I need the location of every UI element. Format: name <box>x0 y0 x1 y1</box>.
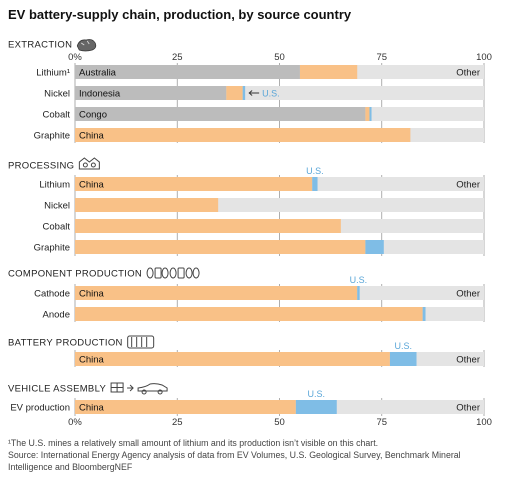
section-battery-production: BATTERY PRODUCTION China Other U.S. <box>8 335 484 366</box>
section-processing: PROCESSING Lithium China Other U.S. Nickel Cob… <box>8 157 484 254</box>
bar-us <box>422 307 426 321</box>
bar-china <box>226 86 243 100</box>
bottom-axis: 0% 25 50 75 100 <box>68 417 492 428</box>
us-label: U.S. <box>306 166 324 176</box>
section-extraction: EXTRACTION Lithium¹ Australia Other Nickel In… <box>8 39 484 142</box>
bar-china <box>75 198 219 212</box>
bar-row: Lithium¹ Australia Other <box>36 65 484 79</box>
bar-other-label: Other <box>456 289 480 300</box>
rock-icon <box>76 39 97 52</box>
battery-pack-icon <box>127 335 155 349</box>
bar-row: China Other U.S. <box>75 341 484 366</box>
row-label: Graphite <box>34 131 70 142</box>
bar-us <box>357 286 360 300</box>
tick-label-top: 75 <box>376 52 387 63</box>
bar-lead-country <box>75 86 227 100</box>
row-label: Nickel <box>44 89 70 100</box>
row-label: Lithium¹ <box>36 68 70 79</box>
bar-country-label: China <box>79 289 105 300</box>
row-label: Cobalt <box>43 222 71 233</box>
section-label: EXTRACTION <box>8 40 72 51</box>
row-label: EV production <box>10 403 70 414</box>
bar-country-label: China <box>79 131 105 142</box>
bar-us <box>389 352 417 366</box>
bar-row: Cobalt <box>43 219 484 233</box>
bar-china <box>75 307 423 321</box>
tick-label-bottom: 75 <box>376 417 387 428</box>
bar-row: Nickel Indonesia U.S. <box>44 86 484 100</box>
bar-us <box>312 177 318 191</box>
bar-row: Lithium China Other U.S. <box>39 166 484 191</box>
bar-other-label: Other <box>456 68 480 79</box>
bar-us <box>369 107 372 121</box>
bar-china <box>299 65 358 79</box>
bar-china <box>75 240 366 254</box>
bar-china <box>75 352 390 366</box>
bar-row: Graphite China <box>34 128 484 142</box>
row-label: Graphite <box>34 243 70 254</box>
section-component-production: COMPONENT PRODUCTION Cathode China Other U.S… <box>8 267 484 321</box>
bar-country-label: China <box>79 403 105 414</box>
section-label: PROCESSING <box>8 161 74 172</box>
bar-other-label: Other <box>456 355 480 366</box>
tick-label-bottom: 0% <box>68 417 82 428</box>
row-label: Cathode <box>34 289 70 300</box>
chart-sections: EXTRACTION Lithium¹ Australia Other Nickel In… <box>8 39 484 414</box>
bar-row: Cathode China Other U.S. <box>34 275 484 300</box>
footnote-source-cont: Intelligence and BloombergNEF <box>8 462 133 472</box>
factory-icon <box>78 157 100 170</box>
bar-other-label: Other <box>456 403 480 414</box>
tick-label-bottom: 50 <box>274 417 285 428</box>
bar-country-label: Australia <box>79 68 117 79</box>
footnote-source: Source: International Energy Agency anal… <box>8 450 461 460</box>
bar-country-label: Congo <box>79 110 107 121</box>
footnote-lithium: ¹The U.S. mines a relatively small amoun… <box>8 438 378 448</box>
bar-china <box>75 286 358 300</box>
row-label: Lithium <box>39 180 70 191</box>
us-label: U.S. <box>394 341 412 351</box>
section-label: VEHICLE ASSEMBLY <box>8 384 106 395</box>
us-arrow <box>248 90 260 96</box>
bar-china <box>75 219 341 233</box>
bar-us <box>365 240 384 254</box>
section-label: COMPONENT PRODUCTION <box>8 269 142 280</box>
bar-us <box>295 400 337 414</box>
tick-label-bottom: 100 <box>476 417 492 428</box>
battery-cells-icon <box>146 267 200 279</box>
bar-row: Graphite <box>34 240 484 254</box>
tick-label-bottom: 25 <box>172 417 183 428</box>
bar-china <box>75 177 313 191</box>
bar-row: EV production China Other U.S. <box>10 389 484 414</box>
top-axis: 0% 25 50 75 100 <box>68 52 492 63</box>
bar-row: Cobalt Congo <box>43 107 484 121</box>
bar-us <box>242 86 246 100</box>
us-label: U.S. <box>350 275 368 285</box>
bar-lead-country <box>75 65 300 79</box>
bar-country-label: Indonesia <box>79 89 121 100</box>
tick-label-top: 0% <box>68 52 82 63</box>
row-label: Nickel <box>44 201 70 212</box>
bar-country-label: China <box>79 355 105 366</box>
bar-china <box>365 107 370 121</box>
bar-other-label: Other <box>456 180 480 191</box>
bar-country-label: China <box>79 180 105 191</box>
row-label: Anode <box>43 310 70 321</box>
us-label: U.S. <box>308 389 326 399</box>
car-assembly-icon <box>110 382 168 395</box>
bar-row: Nickel <box>44 198 484 212</box>
row-label: Cobalt <box>43 110 71 121</box>
tick-label-top: 50 <box>274 52 285 63</box>
tick-label-top: 25 <box>172 52 183 63</box>
bar-lead-country <box>75 107 366 121</box>
chart-title: EV battery-supply chain, production, by … <box>8 7 352 22</box>
bar-china <box>75 128 411 142</box>
bar-china <box>75 400 296 414</box>
us-label: U.S. <box>262 89 280 99</box>
section-vehicle-assembly: VEHICLE ASSEMBLY EV production China Other U… <box>8 382 484 414</box>
section-label: BATTERY PRODUCTION <box>8 338 123 349</box>
bar-row: Anode <box>43 307 484 321</box>
tick-label-top: 100 <box>476 52 492 63</box>
